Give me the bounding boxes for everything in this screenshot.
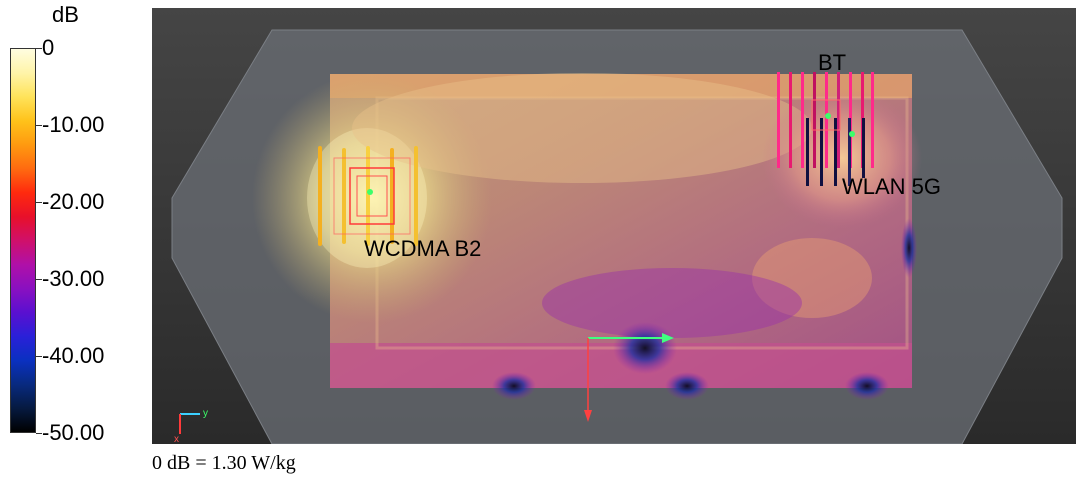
unit-caption: 0 dB = 1.30 W/kg [152, 452, 296, 474]
label-wlan-5g: WLAN 5G [842, 174, 941, 199]
axes-glyph-x: x [174, 434, 179, 444]
cold-spot-right-edge [901, 218, 917, 278]
label-bt: BT [818, 50, 846, 75]
purple-region-center [542, 268, 802, 338]
warm-patch-lower-right [752, 238, 872, 318]
cold-spot-bottom-mid [665, 372, 709, 400]
colorbar-tick-mark [36, 356, 42, 357]
sar-plot: y x BT WLAN 5G WCDMA B2 [152, 8, 1076, 444]
label-wcdma-b2: WCDMA B2 [364, 236, 481, 261]
cold-spot-bottom-left [492, 372, 536, 400]
colorbar-unit: dB [52, 2, 79, 27]
colorbar-tick-mark [36, 125, 42, 126]
colorbar-tick-mark [36, 433, 42, 434]
colorbar-tick-label: -40.00 [42, 343, 105, 368]
colorbar-tick-label: 0 [42, 35, 55, 60]
cold-spot-bottom [613, 322, 677, 374]
axes-glyph-icon: y x [174, 408, 208, 444]
sar-heatmap-svg: y x BT WLAN 5G WCDMA B2 [152, 8, 1076, 444]
wcdma-b2-antenna-marker [318, 146, 418, 246]
colorbar-tick-mark [36, 48, 42, 49]
colorbar-tick-label: -20.00 [42, 189, 105, 214]
colorbar-tick-label: -30.00 [42, 266, 105, 291]
colorbar-gradient [10, 48, 36, 433]
colorbar-tick-label: -10.00 [42, 112, 105, 137]
warm-upper-band [352, 73, 812, 183]
bt-wlan-antenna-marker [777, 72, 874, 186]
axes-glyph-y: y [203, 408, 208, 419]
hotspot-left [252, 73, 492, 323]
colorbar-tick-label: -50.00 [42, 420, 105, 445]
colorbar-tick-mark [36, 279, 42, 280]
colorbar-legend: dB 0 -10.00 -20.00 -30.00 -40.00 -50.00 [0, 0, 150, 482]
hotspot-right [762, 88, 922, 228]
cold-spot-bottom-right [845, 372, 889, 400]
colorbar-tick-mark [36, 202, 42, 203]
probe-axis-marker [584, 333, 674, 422]
